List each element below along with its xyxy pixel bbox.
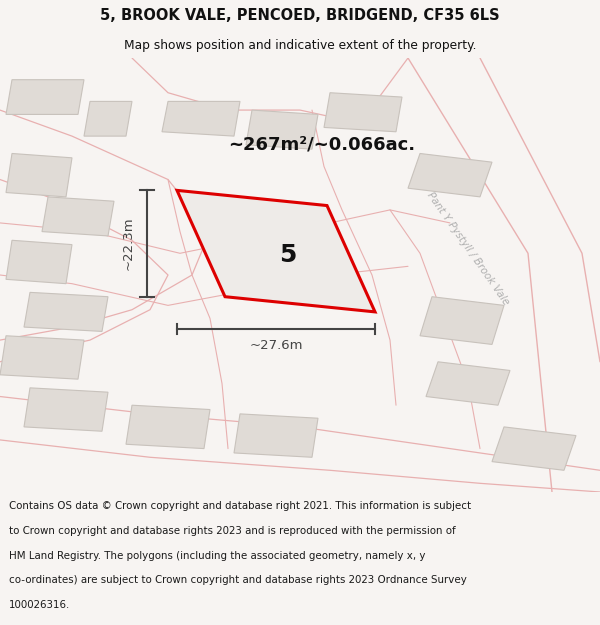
Polygon shape bbox=[126, 405, 210, 449]
Polygon shape bbox=[420, 297, 504, 344]
Text: Contains OS data © Crown copyright and database right 2021. This information is : Contains OS data © Crown copyright and d… bbox=[9, 501, 471, 511]
Text: 5, BROOK VALE, PENCOED, BRIDGEND, CF35 6LS: 5, BROOK VALE, PENCOED, BRIDGEND, CF35 6… bbox=[100, 8, 500, 23]
Text: ~267m²/~0.066ac.: ~267m²/~0.066ac. bbox=[228, 136, 415, 154]
Polygon shape bbox=[426, 362, 510, 405]
Text: 5: 5 bbox=[280, 244, 296, 268]
Text: ~22.3m: ~22.3m bbox=[121, 217, 134, 271]
Polygon shape bbox=[24, 388, 108, 431]
Text: ~27.6m: ~27.6m bbox=[249, 339, 303, 352]
Polygon shape bbox=[84, 101, 132, 136]
Polygon shape bbox=[162, 101, 240, 136]
Text: to Crown copyright and database rights 2023 and is reproduced with the permissio: to Crown copyright and database rights 2… bbox=[9, 526, 455, 536]
Polygon shape bbox=[234, 414, 318, 458]
Polygon shape bbox=[246, 110, 318, 149]
Text: 100026316.: 100026316. bbox=[9, 600, 70, 610]
Polygon shape bbox=[42, 197, 114, 236]
Polygon shape bbox=[6, 240, 72, 284]
Text: HM Land Registry. The polygons (including the associated geometry, namely x, y: HM Land Registry. The polygons (includin… bbox=[9, 551, 425, 561]
Polygon shape bbox=[0, 336, 84, 379]
Polygon shape bbox=[492, 427, 576, 470]
Text: Map shows position and indicative extent of the property.: Map shows position and indicative extent… bbox=[124, 39, 476, 52]
Polygon shape bbox=[177, 191, 375, 312]
Polygon shape bbox=[6, 80, 84, 114]
Text: Pant Y Pystyll / Brook Vale: Pant Y Pystyll / Brook Vale bbox=[425, 191, 511, 308]
Polygon shape bbox=[6, 154, 72, 197]
Text: co-ordinates) are subject to Crown copyright and database rights 2023 Ordnance S: co-ordinates) are subject to Crown copyr… bbox=[9, 575, 467, 585]
Polygon shape bbox=[324, 92, 402, 132]
Polygon shape bbox=[24, 292, 108, 331]
Polygon shape bbox=[408, 154, 492, 197]
